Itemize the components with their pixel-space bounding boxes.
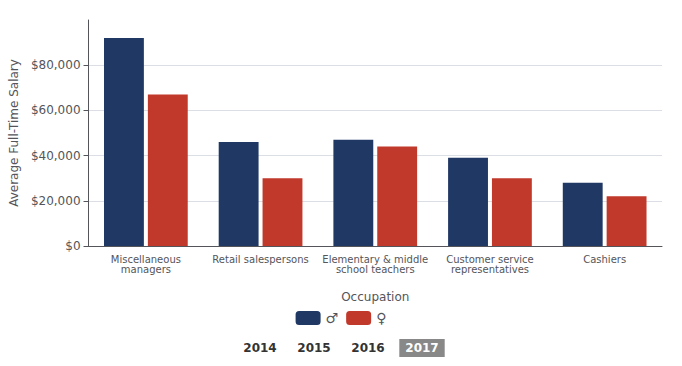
svg-text:♀: ♀ xyxy=(376,310,386,326)
svg-text:Customer service: Customer service xyxy=(446,253,534,265)
svg-text:$40,000: $40,000 xyxy=(31,149,81,163)
svg-text:$80,000: $80,000 xyxy=(31,58,81,72)
svg-text:Occupation: Occupation xyxy=(341,290,409,304)
svg-text:2017: 2017 xyxy=(405,341,438,355)
svg-text:$60,000: $60,000 xyxy=(31,103,81,117)
svg-text:Cashiers: Cashiers xyxy=(583,254,626,265)
svg-text:school teachers: school teachers xyxy=(336,264,415,275)
svg-text:Retail salespersons: Retail salespersons xyxy=(212,254,308,265)
svg-text:managers: managers xyxy=(121,264,171,275)
svg-text:representatives: representatives xyxy=(451,264,529,275)
svg-text:$20,000: $20,000 xyxy=(31,194,81,208)
svg-text:2015: 2015 xyxy=(297,341,330,355)
svg-text:$0: $0 xyxy=(65,239,80,253)
svg-text:Miscellaneous: Miscellaneous xyxy=(110,253,181,265)
svg-text:Average Full-Time Salary: Average Full-Time Salary xyxy=(7,59,21,207)
svg-text:2016: 2016 xyxy=(351,341,384,355)
svg-text:2014: 2014 xyxy=(243,341,276,355)
svg-text:♂: ♂ xyxy=(326,310,339,326)
svg-text:Elementary & middle: Elementary & middle xyxy=(322,253,429,265)
